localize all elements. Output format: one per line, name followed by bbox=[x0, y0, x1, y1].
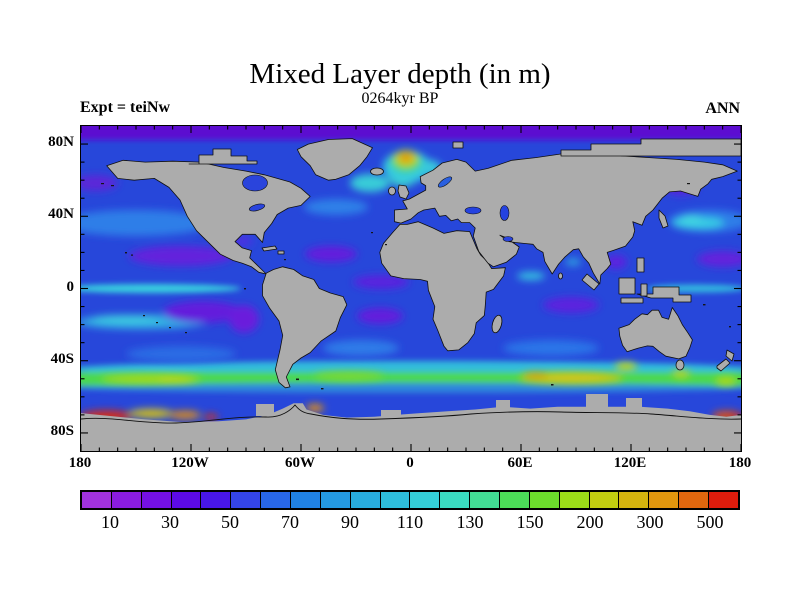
colorbar-cell bbox=[528, 492, 559, 508]
colorbar-cell bbox=[140, 492, 171, 508]
colorbar-cell bbox=[588, 492, 619, 508]
colorbar-cell bbox=[290, 492, 320, 508]
land-ireland bbox=[388, 186, 396, 196]
colorbar-tick-label: 10 bbox=[101, 512, 119, 532]
colorbar-cell bbox=[110, 492, 141, 508]
colorbar-tick-label: 110 bbox=[396, 512, 424, 532]
colorbar-cell bbox=[200, 492, 231, 508]
land-africa bbox=[379, 221, 506, 352]
land-sulawesi bbox=[640, 283, 648, 297]
season-label: ANN bbox=[705, 100, 740, 117]
persian-gulf bbox=[502, 236, 514, 242]
colorbar-tick-label: 150 bbox=[516, 512, 544, 532]
colorbar-tick-label: 500 bbox=[696, 512, 724, 532]
land-new-zealand-south bbox=[716, 358, 731, 372]
caspian-sea bbox=[499, 205, 510, 221]
land-new-guinea bbox=[636, 286, 692, 303]
colorbar-cell bbox=[558, 492, 589, 508]
land-philippines bbox=[636, 257, 645, 273]
lon-tick-label: 0 bbox=[406, 455, 414, 471]
colorbar-cell bbox=[618, 492, 649, 508]
land-svalbard bbox=[452, 141, 464, 149]
colorbar-cell bbox=[409, 492, 440, 508]
page-title: Mixed Layer depth (in m) bbox=[249, 58, 551, 90]
land-japan bbox=[658, 209, 669, 229]
colorbar-tick-label: 130 bbox=[456, 512, 484, 532]
colorbar-tick-label: 300 bbox=[636, 512, 664, 532]
hudson-bay bbox=[242, 174, 268, 192]
colorbar-tick-label: 200 bbox=[576, 512, 604, 532]
land-iceland bbox=[370, 167, 384, 176]
colorbar-cell bbox=[260, 492, 291, 508]
lat-tick-label: 40N bbox=[48, 206, 74, 223]
colorbar-cell bbox=[82, 492, 111, 508]
great-lakes bbox=[248, 203, 266, 212]
world-map bbox=[81, 126, 741, 451]
colorbar-cell bbox=[708, 492, 738, 508]
land-tasmania bbox=[675, 359, 685, 371]
lon-tick-label: 60W bbox=[285, 455, 315, 471]
colorbar-cell bbox=[678, 492, 709, 508]
lon-tick-label: 120E bbox=[613, 455, 647, 471]
colorbar-tick-label: 90 bbox=[341, 512, 359, 532]
land-australia bbox=[618, 307, 693, 360]
black-sea bbox=[464, 206, 482, 215]
colorbar-tick-label: 70 bbox=[281, 512, 299, 532]
land-java bbox=[620, 297, 644, 304]
land-cuba bbox=[261, 245, 278, 252]
land-antarctica bbox=[81, 394, 741, 451]
lon-tick-label: 120W bbox=[171, 455, 209, 471]
land-uk bbox=[397, 184, 410, 200]
ocean-features bbox=[81, 150, 741, 422]
lakes bbox=[242, 174, 514, 242]
lon-tick-label: 60E bbox=[507, 455, 533, 471]
colorbar-cell bbox=[439, 492, 470, 508]
colorbar-tick-label: 30 bbox=[161, 512, 179, 532]
land-eurasia bbox=[394, 150, 738, 285]
land-new-zealand-north bbox=[725, 349, 735, 362]
experiment-label: Expt = teiNw bbox=[80, 99, 170, 116]
colorbar-tick-label: 50 bbox=[221, 512, 239, 532]
land-arctic-archipelago bbox=[188, 148, 258, 165]
lon-tick-label: 180 bbox=[728, 455, 752, 471]
land-sumatra bbox=[581, 273, 600, 291]
colorbar-cell bbox=[170, 492, 201, 508]
lat-tick-label: 0 bbox=[66, 278, 75, 295]
colorbar bbox=[80, 490, 740, 510]
lat-tick-label: 40S bbox=[50, 350, 74, 367]
lat-tick-label: 80S bbox=[50, 422, 74, 439]
land-madagascar bbox=[491, 314, 503, 334]
land-greenland bbox=[296, 138, 373, 181]
land-borneo bbox=[618, 277, 636, 295]
page-subtitle: 0264kyr BP bbox=[361, 90, 439, 107]
antarctic-coastline bbox=[81, 404, 741, 424]
baltic-sea bbox=[437, 176, 453, 188]
colorbar-cell bbox=[349, 492, 380, 508]
lat-tick-label: 80N bbox=[48, 134, 74, 151]
colorbar-cell bbox=[379, 492, 410, 508]
land-arctic-shelf bbox=[560, 138, 741, 157]
land-hispaniola bbox=[277, 250, 285, 255]
axis-ticks bbox=[81, 126, 741, 451]
lon-tick-label: 180 bbox=[68, 455, 92, 471]
land-sri-lanka bbox=[558, 272, 563, 280]
map-plot-frame bbox=[80, 125, 742, 452]
small-islands bbox=[101, 183, 731, 390]
colorbar-cell bbox=[469, 492, 500, 508]
colorbar-cell bbox=[230, 492, 261, 508]
colorbar-cell bbox=[319, 492, 350, 508]
colorbar-cell bbox=[648, 492, 679, 508]
colorbar-cell bbox=[499, 492, 529, 508]
land-south-america bbox=[262, 266, 348, 389]
